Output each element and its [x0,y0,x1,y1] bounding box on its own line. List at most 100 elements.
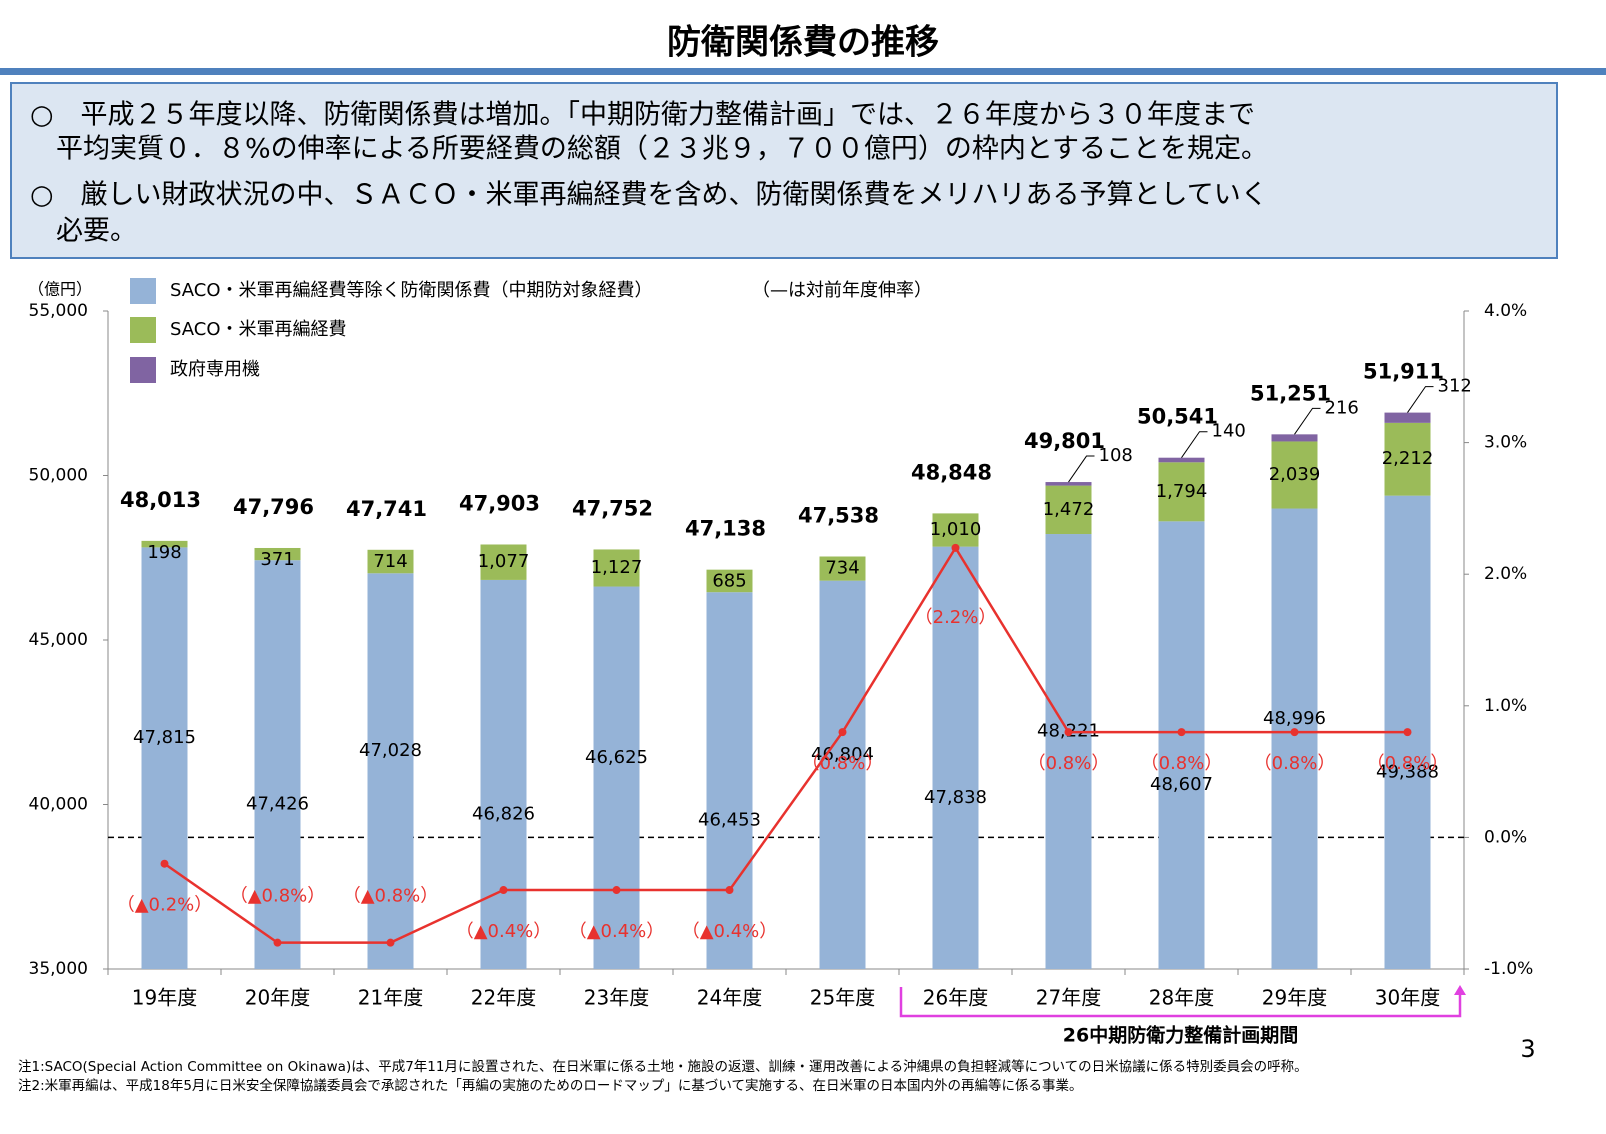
rate-point [838,728,847,737]
rate-point [1290,728,1299,737]
legend-label: （—は対前年度伸率） [752,280,932,301]
legend-label: SACO・米軍再編経費等除く防衛関係費（中期防対象経費） [170,280,653,301]
bar-segment [932,513,979,547]
y-tick-label: 50,000 [29,466,88,486]
page-title: 防衛関係費の推移 [667,23,939,63]
value-label: 734 [825,558,859,579]
bar-segment [593,549,640,587]
bar-segment [1271,434,1318,442]
rate-point [612,886,621,895]
value-label: 46,804 [811,744,874,765]
rate-label: （0.8%） [1028,753,1110,774]
value-label: 216 [1325,397,1359,418]
leader-line [1407,386,1434,413]
summary-line: 必要。 [56,216,137,247]
leader-line [1294,407,1321,435]
period-arrow [1454,985,1466,995]
value-label: 312 [1438,376,1472,397]
x-tick-label: 21年度 [358,986,423,1010]
x-tick-label: 28年度 [1149,986,1214,1010]
x-tick-label: 19年度 [132,986,197,1010]
value-label: 47,815 [133,727,196,748]
total-label: 47,138 [685,517,766,541]
note: 注1:SACO(Special Action Committee on Okin… [18,1058,1308,1075]
value-label: 46,625 [585,747,648,768]
bar-segment [1384,412,1431,423]
bar-segment [1158,462,1205,522]
value-label: 140 [1212,421,1246,442]
value-label: 1,127 [591,557,643,578]
total-label: 50,541 [1137,405,1218,429]
bar-segment [1271,441,1318,509]
bar-segment [254,547,301,561]
bar-segment [480,544,527,580]
summary-line: 平均実質０．８%の伸率による所要経費の総額（２３兆９，７００億円）の枠内とするこ… [56,134,1268,165]
x-tick-label: 24年度 [697,986,762,1010]
value-label: 48,996 [1263,708,1326,729]
value-label: 47,838 [924,787,987,808]
y2-tick-label: 1.0% [1484,696,1527,716]
total-label: 51,251 [1250,381,1331,405]
rate-point [1064,728,1073,737]
leader-line [1068,455,1095,483]
value-label: 2,212 [1382,448,1434,469]
value-label: 2,039 [1269,464,1321,485]
rate-point [1403,728,1412,737]
summary-box [10,82,1558,259]
y-tick-label: 55,000 [29,301,88,321]
rate-point [725,886,734,895]
bar-segment [480,579,527,969]
x-tick-label: 27年度 [1036,986,1101,1010]
value-label: 1,794 [1156,481,1208,502]
legend-swatch [130,278,156,304]
rate-point [1177,728,1186,737]
bar-segment [932,546,979,969]
rate-line [163,545,1408,944]
value-label: 47,426 [246,794,309,815]
bar-segment [1271,508,1318,969]
y2-tick-label: 0.0% [1484,827,1527,847]
total-label: 48,848 [911,460,992,484]
legend-swatch [130,317,156,343]
total-label: 49,801 [1024,429,1105,453]
total-label: 47,538 [798,503,879,527]
rate-label: （▲0.4%） [456,921,552,942]
summary-line: ○ 厳しい財政状況の中、ＳＡＣＯ・米軍再編経費を含め、防衛関係費をメリハリある予… [30,180,1268,211]
bar-segment [1045,482,1092,486]
rate-label: （▲0.8%） [230,886,326,907]
y2-tick-label: 4.0% [1484,301,1527,321]
bar-segment [254,560,301,969]
value-label: 1,010 [930,519,982,540]
y2-tick-label: 3.0% [1484,433,1527,453]
x-tick-label: 25年度 [810,986,875,1010]
period-bracket [899,987,1462,1018]
rate-label: （▲0.4%） [569,921,665,942]
summary-line: ○ 平成２５年度以降、防衛関係費は増加。「中期防衛力整備計画」では、２６年度から… [30,100,1255,131]
title-rule [0,68,1606,75]
value-label: 47,028 [359,740,422,761]
rate-point [160,859,169,868]
y2-tick-label: -1.0% [1484,959,1533,979]
value-label: 1,077 [478,551,530,572]
value-label: 46,826 [472,803,535,824]
value-label: 108 [1099,445,1133,466]
rate-point [386,938,395,947]
x-tick-label: 26年度 [923,986,988,1010]
y-tick-label: 45,000 [29,630,88,650]
value-label: 685 [712,571,746,592]
bar-segment [1045,485,1092,535]
value-label: 46,453 [698,810,761,831]
rate-point [499,886,508,895]
y-tick-label: 40,000 [29,795,88,815]
note: 注2:米軍再編は、平成18年5月に日米安全保障協議委員会で承認された「再編の実施… [18,1077,1083,1094]
bar-segment [141,540,188,548]
bar-segment [819,556,866,581]
page-number: 3 [1520,1035,1535,1063]
rate-label: （▲0.2%） [117,895,213,916]
rate-label: （0.8%） [1141,753,1223,774]
value-label: 49,388 [1376,761,1439,782]
rate-label: （0.8%） [802,753,884,774]
total-label: 47,796 [233,495,314,519]
total-label: 47,752 [572,496,653,520]
